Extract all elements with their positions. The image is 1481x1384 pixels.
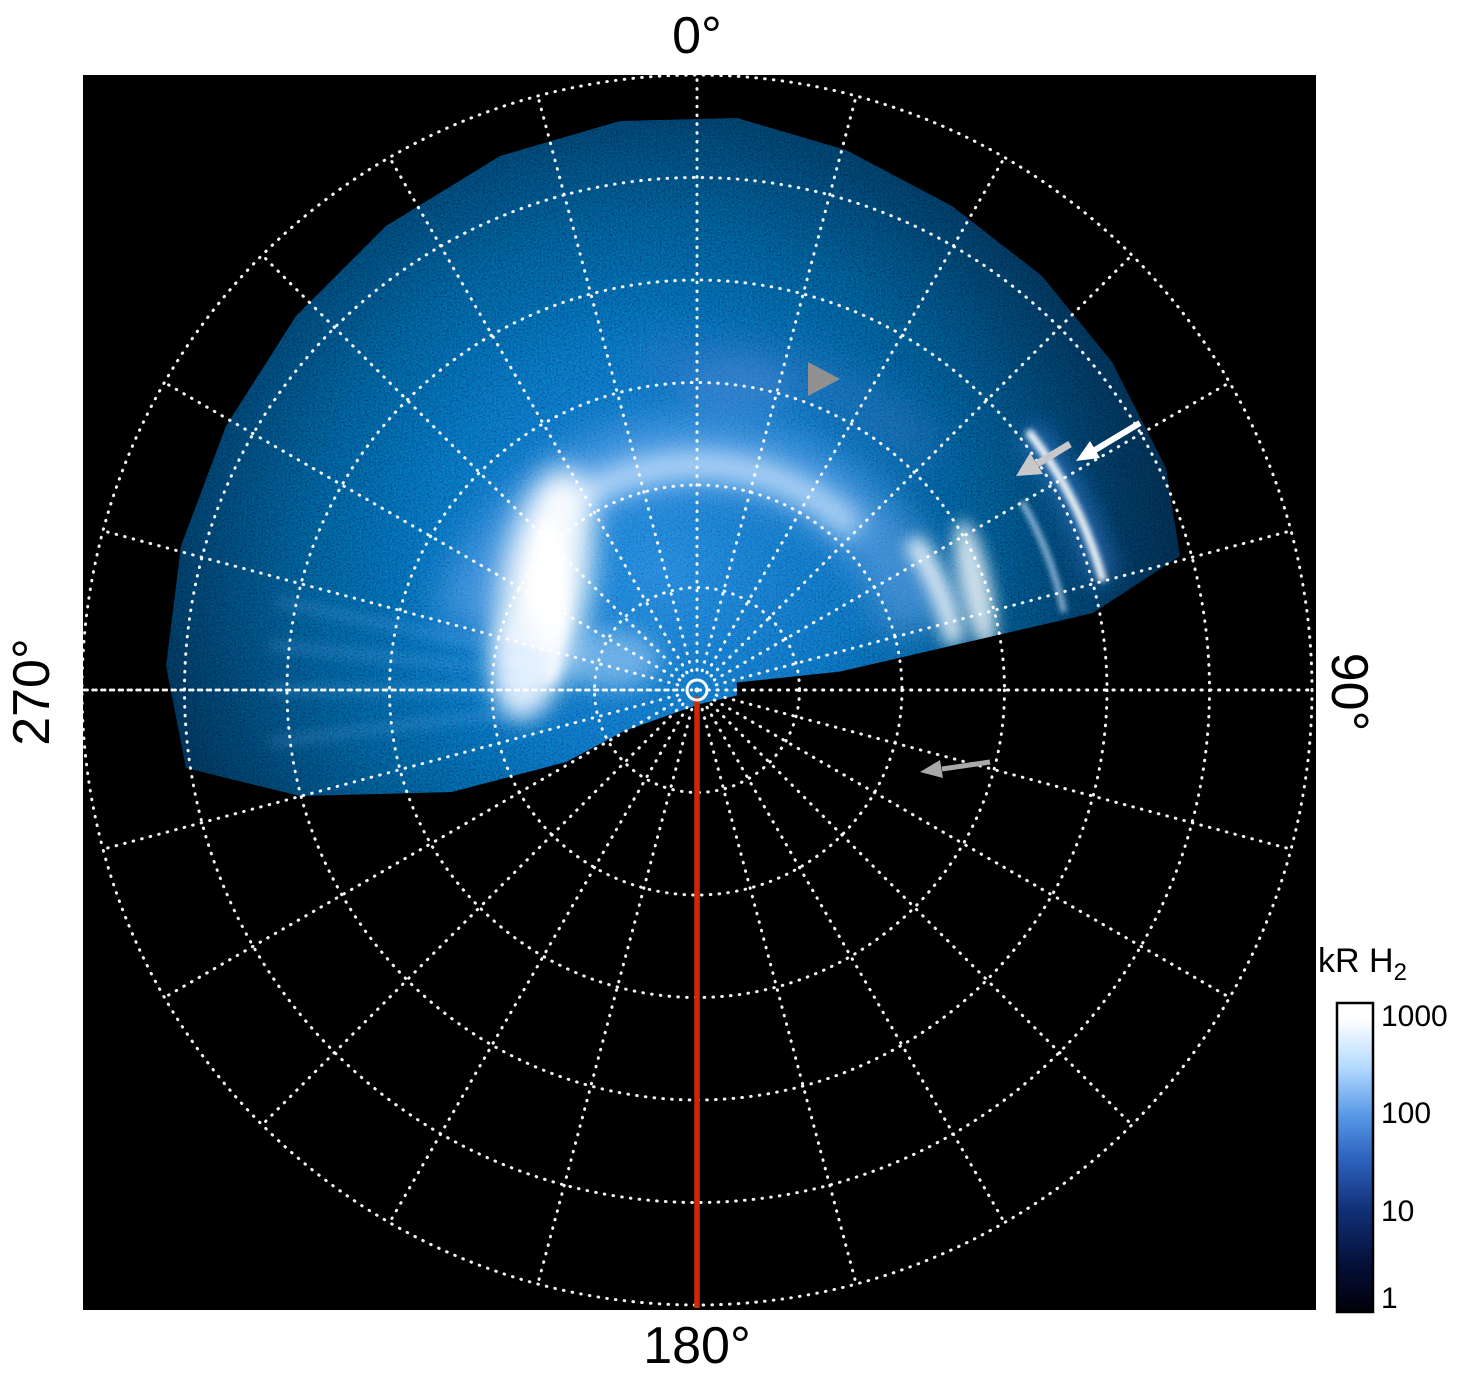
colorbar-tick-1: 1 bbox=[1381, 1282, 1398, 1315]
colorbar-tick-10: 10 bbox=[1381, 1195, 1415, 1228]
diffuse-patch bbox=[683, 358, 793, 418]
pole-marker bbox=[685, 678, 709, 702]
narrow-outer-arc bbox=[1017, 422, 1116, 613]
colorbar-title: kR H2 bbox=[1318, 942, 1407, 987]
colorbar-tick-100: 100 bbox=[1381, 1097, 1432, 1130]
gray-arrowhead-diffuse-arc bbox=[808, 362, 840, 396]
angle-label-90: 90° bbox=[1320, 652, 1378, 732]
light-gray-arrow-outer-arc bbox=[1016, 441, 1072, 476]
diffuse-middle-arc bbox=[636, 340, 945, 472]
dawn-oval-bright-segment bbox=[903, 520, 996, 650]
gray-arrow-lower bbox=[920, 759, 991, 778]
angle-label-270: 270° bbox=[3, 638, 61, 746]
angle-label-180: 180° bbox=[643, 1317, 751, 1375]
white-arrow-outer-arc bbox=[1076, 420, 1142, 461]
colorbar-tick-1000: 1000 bbox=[1381, 1000, 1448, 1033]
main-oval-bright-rim bbox=[543, 452, 866, 541]
colorbar bbox=[1335, 1001, 1375, 1314]
colorbar-title-subscript: 2 bbox=[1393, 958, 1407, 986]
colorbar-title-main: kR H bbox=[1318, 942, 1394, 980]
angle-label-0: 0° bbox=[672, 7, 722, 65]
